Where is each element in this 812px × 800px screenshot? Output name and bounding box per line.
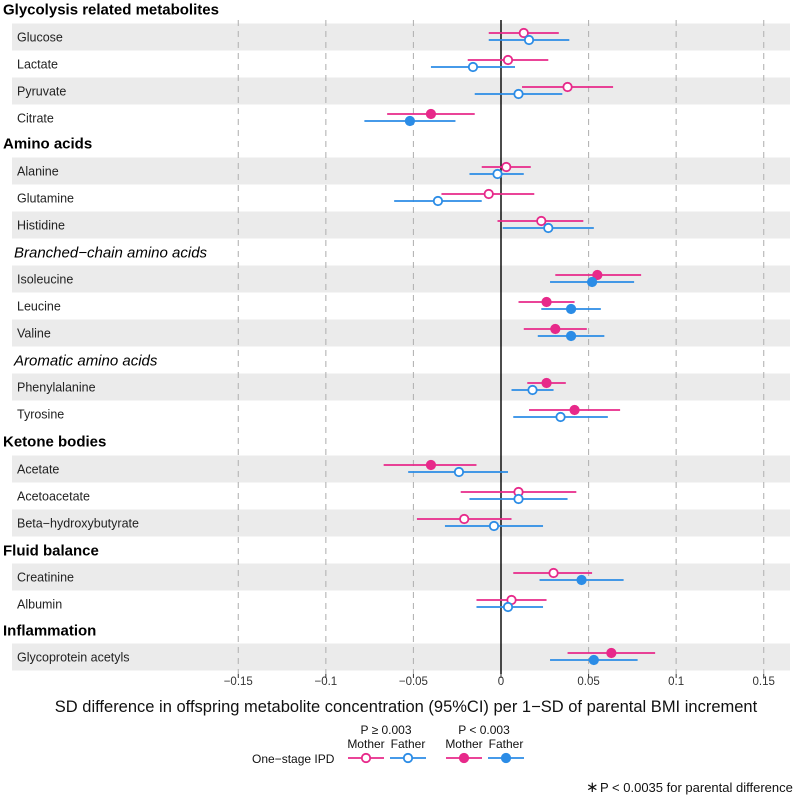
x-tick-label: −0.05 (399, 676, 428, 688)
row-band (12, 319, 790, 347)
father-point (488, 520, 500, 532)
row-band (12, 643, 790, 671)
father-point (453, 466, 465, 478)
subgroup-header: Aromatic amino acids (13, 353, 158, 370)
legend-mother-label: Mother (347, 737, 384, 751)
row-band (12, 157, 790, 185)
group-header: Amino acids (3, 136, 92, 153)
mother-point (569, 404, 580, 416)
legend-father-point (500, 752, 512, 764)
legend-mother-point (458, 752, 470, 764)
row-band (12, 563, 790, 591)
metabolite-label: Pyruvate (17, 85, 66, 99)
x-tick-label: −0.1 (314, 676, 337, 688)
father-point (565, 303, 577, 315)
mother-point (592, 269, 603, 281)
father-point (492, 168, 503, 180)
metabolite-label: Citrate (17, 112, 54, 126)
x-axis: −0.15 −0.1 −0.05 0 0.05 0.1 0.15 (224, 674, 775, 688)
row-band (12, 373, 790, 401)
mother-point (606, 647, 617, 659)
subgroup-header: Branched−chain amino acids (14, 245, 208, 262)
plot-rows: Glycolysis related metabolites Glucose Lac… (3, 2, 656, 666)
mother-point (483, 188, 494, 200)
x-tick-label: −0.15 (224, 676, 253, 688)
father-point (527, 384, 538, 396)
row-band (12, 211, 790, 239)
row-band (12, 23, 790, 51)
metabolite-label: Isoleucine (17, 273, 73, 287)
father-point (576, 574, 587, 586)
mother-point (541, 296, 552, 308)
father-point (586, 276, 598, 288)
row-band (12, 265, 790, 293)
metabolite-label: Glucose (17, 31, 63, 45)
metabolite-label: Lactate (17, 58, 58, 72)
legend-mother-point (360, 752, 372, 764)
row-band (12, 509, 790, 537)
mother-point (425, 459, 437, 471)
metabolite-label: Glycoprotein acetyls (17, 651, 130, 665)
father-point (432, 195, 444, 207)
father-point (555, 411, 566, 423)
metabolite-label: Acetoacetate (17, 490, 90, 504)
father-point (404, 115, 416, 127)
legend-father-label: Father (489, 737, 524, 751)
metabolite-label: Leucine (17, 300, 61, 314)
father-point (523, 34, 535, 46)
row-band (12, 455, 790, 483)
mother-point (562, 81, 573, 93)
metabolite-label: Alanine (17, 165, 59, 179)
metabolite-label: Beta−hydroxybutyrate (17, 517, 139, 531)
father-point (565, 330, 577, 342)
mother-point (550, 323, 561, 335)
metabolite-label: Tyrosine (17, 408, 64, 422)
metabolite-label: Phenylalanine (17, 381, 96, 395)
group-header: Inflammation (3, 623, 96, 640)
mother-point (501, 161, 512, 173)
metabolite-label: Creatinine (17, 571, 74, 585)
x-tick-label: 0.15 (753, 676, 775, 688)
legend-father-label: Father (391, 737, 426, 751)
row-band (12, 77, 790, 105)
legend-father-point (402, 752, 414, 764)
mother-point (518, 27, 529, 39)
x-tick-label: 0 (498, 676, 504, 688)
father-point (513, 493, 524, 505)
mother-point (548, 567, 559, 579)
mother-point (541, 377, 552, 389)
grid-lines (237, 20, 765, 674)
legend-mother-label: Mother (445, 737, 482, 751)
footnote-symbol: ∗ (586, 779, 599, 796)
metabolite-label: Histidine (17, 219, 65, 233)
row-bands (12, 23, 790, 671)
x-tick-label: 0.1 (668, 676, 684, 688)
x-axis-label: SD difference in offspring metabolite co… (55, 698, 758, 716)
father-point (502, 601, 514, 613)
x-tick-label: 0.05 (577, 676, 599, 688)
legend-group-label: P < 0.003 (458, 723, 510, 737)
father-point (588, 654, 599, 666)
metabolite-label: Valine (17, 327, 51, 341)
legend-title: One−stage IPD (252, 752, 335, 766)
father-point (543, 222, 554, 234)
group-header: Ketone bodies (3, 434, 106, 451)
father-point (467, 61, 479, 73)
mother-point (425, 108, 437, 120)
mother-point (502, 54, 514, 66)
group-header: Glycolysis related metabolites (3, 2, 219, 19)
footnote-text: P < 0.0035 for parental difference (600, 780, 793, 795)
mother-point (459, 513, 470, 525)
legend-group-label: P ≥ 0.003 (360, 723, 411, 737)
footnote: ∗ P < 0.0035 for parental difference (586, 779, 793, 796)
father-point (513, 88, 524, 100)
metabolite-label: Acetate (17, 463, 59, 477)
metabolite-label: Glutamine (17, 192, 74, 206)
group-header: Fluid balance (3, 543, 99, 560)
metabolite-label: Albumin (17, 598, 62, 612)
mother-point (536, 215, 547, 227)
